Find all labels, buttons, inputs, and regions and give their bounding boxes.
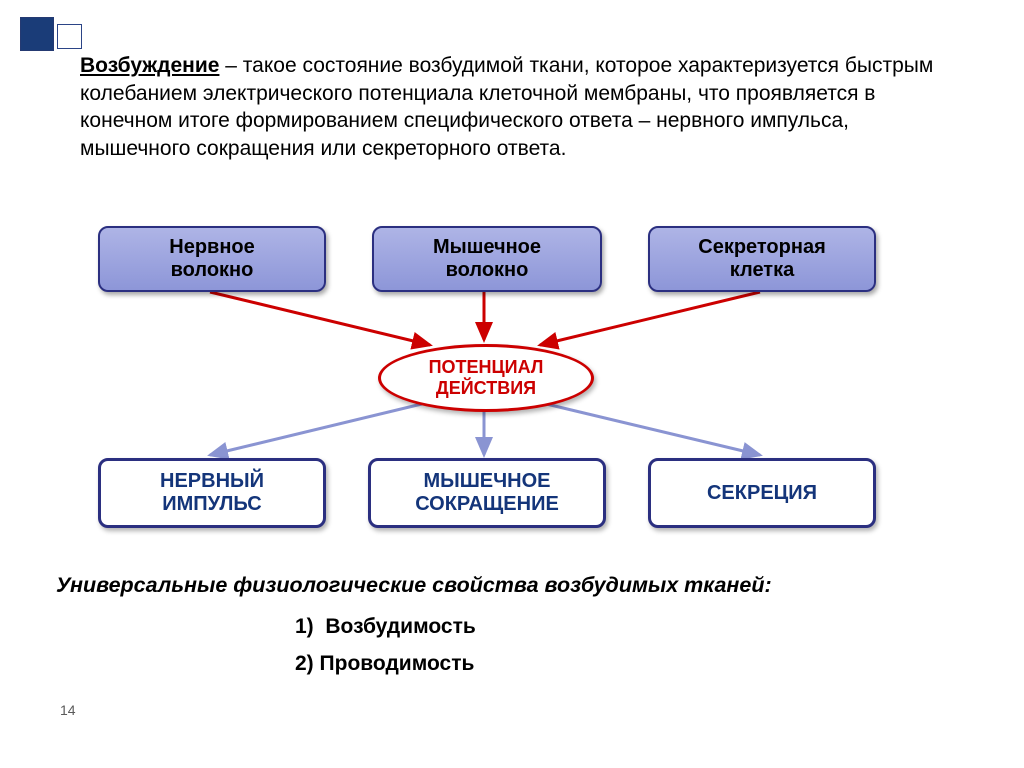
intro-term: Возбуждение — [80, 54, 219, 77]
bottom-node-label: СОКРАЩЕНИЕ — [415, 493, 559, 515]
top-node: Мышечноеволокно — [372, 226, 602, 292]
top-node-label: Мышечное — [433, 236, 541, 258]
top-node-label: Секреторная — [698, 236, 826, 258]
arrow — [538, 402, 760, 455]
bottom-node-label: ИМПУЛЬС — [162, 493, 261, 515]
center-label-2: ДЕЙСТВИЯ — [436, 378, 536, 398]
bottom-node: СЕКРЕЦИЯ — [648, 458, 876, 528]
top-node: Нервноеволокно — [98, 226, 326, 292]
corner-square-outline — [57, 24, 82, 49]
page-number: 14 — [60, 702, 76, 718]
top-node-label: клетка — [730, 259, 794, 281]
center-ellipse: ПОТЕНЦИАЛ ДЕЙСТВИЯ — [378, 344, 594, 412]
bottom-node-label: НЕРВНЫЙ — [160, 470, 264, 492]
list-item-2-num: 2) — [295, 652, 314, 675]
bottom-node-label: СЕКРЕЦИЯ — [707, 482, 817, 504]
top-node-label: волокно — [446, 259, 529, 281]
center-label-1: ПОТЕНЦИАЛ — [429, 357, 544, 377]
bottom-node-label: МЫШЕЧНОЕ — [423, 470, 550, 492]
arrow — [540, 292, 760, 345]
list-item-1-num: 1) — [295, 615, 314, 638]
top-node-label: волокно — [171, 259, 254, 281]
list-item-1: 1) Возбудимость — [295, 615, 476, 639]
list-item-1-text: Возбудимость — [325, 615, 475, 638]
top-node: Секреторнаяклетка — [648, 226, 876, 292]
properties-subtitle: Универсальные физиологические свойства в… — [56, 573, 772, 598]
list-item-2: 2) Проводимость — [295, 652, 474, 676]
bottom-node: НЕРВНЫЙИМПУЛЬС — [98, 458, 326, 528]
arrow — [210, 402, 430, 455]
top-node-label: Нервное — [169, 236, 255, 258]
corner-square-filled — [20, 17, 54, 51]
slide: Возбуждение – такое состояние возбудимой… — [0, 0, 1024, 768]
bottom-node: МЫШЕЧНОЕСОКРАЩЕНИЕ — [368, 458, 606, 528]
list-item-2-text: Проводимость — [320, 652, 475, 675]
arrow — [210, 292, 430, 345]
intro-paragraph: Возбуждение – такое состояние возбудимой… — [80, 52, 940, 163]
